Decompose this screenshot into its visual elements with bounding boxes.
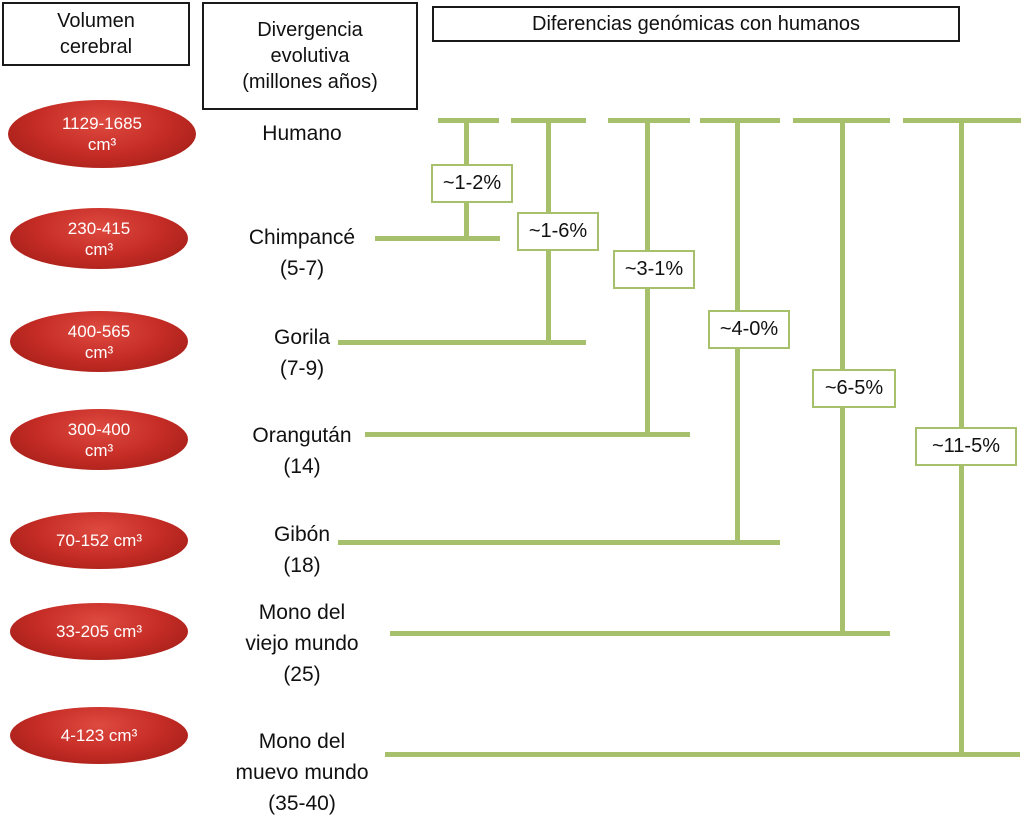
species-label-gibon: Gibón (18): [273, 523, 331, 577]
species-label-orangutan: Orangután (14): [252, 424, 352, 478]
tree-branch-mono-nuevo: [385, 752, 1020, 757]
brain-volume-ellipse-gorila: 400-565 cm³: [10, 311, 188, 372]
species-label-gorila: Gorila (7-9): [273, 326, 331, 380]
genomic-differences-header: Diferencias genómicas con humanos: [432, 6, 960, 42]
brain-volume-ellipse-chimpance: 230-415 cm³: [10, 208, 188, 269]
evolutionary-divergence-header: Divergencia evolutiva (millones años): [202, 2, 418, 110]
genomic-difference-badge-chimpance: ~1-2%: [431, 164, 513, 203]
genomic-difference-badge-gibon: ~4-0%: [708, 310, 790, 349]
tree-branch-gorila: [338, 340, 586, 345]
tree-branch-gibon: [338, 540, 780, 545]
genomic-difference-badge-mono-nuevo: ~11-5%: [915, 427, 1017, 466]
brain-volume-ellipse-mono-nuevo: 4-123 cm³: [10, 707, 188, 764]
brain-volume-header: Volumen cerebral: [2, 2, 190, 66]
brain-volume-ellipse-mono-viejo: 33-205 cm³: [10, 603, 188, 660]
brain-volume-ellipse-gibon: 70-152 cm³: [10, 512, 188, 569]
tree-top-segment-4: [700, 118, 780, 123]
tree-branch-mono-viejo: [390, 631, 890, 636]
brain-volume-ellipse-orangutan: 300-400 cm³: [10, 409, 188, 470]
tree-branch-chimpance: [375, 236, 500, 241]
brain-volume-ellipse-humano: 1129-1685 cm³: [8, 100, 196, 168]
species-label-mono-nuevo: Mono del muevo mundo (35-40): [235, 730, 369, 815]
genomic-difference-badge-mono-viejo: ~6-5%: [812, 369, 896, 408]
genomic-difference-badge-gorila: ~1-6%: [517, 212, 599, 251]
species-label-chimpance: Chimpancé (5-7): [248, 226, 356, 280]
species-label-humano: Humano: [262, 122, 342, 145]
tree-branch-orangutan: [365, 432, 690, 437]
genomic-difference-badge-orangutan: ~3-1%: [613, 250, 695, 289]
species-label-mono-viejo: Mono del viejo mundo (25): [245, 601, 359, 686]
